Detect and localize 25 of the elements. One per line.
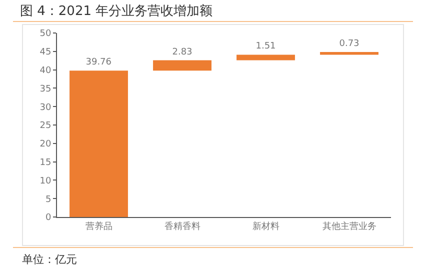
data-label: 0.73 xyxy=(339,39,360,50)
y-tick-label: 50 xyxy=(40,29,52,40)
y-tick-label: 10 xyxy=(40,176,52,186)
bar xyxy=(320,52,378,55)
text: 单位：亿元 xyxy=(22,252,77,267)
y-tick-label: 30 xyxy=(40,102,52,113)
y-tick-label: 40 xyxy=(40,66,52,76)
bar xyxy=(236,54,295,60)
y-tick-label: 35 xyxy=(40,84,52,94)
y-tick-label: 20 xyxy=(40,140,52,150)
x-tick-label: 营养品 xyxy=(85,220,112,232)
data-label: 39.76 xyxy=(86,58,112,68)
x-tick-label: 香精香料 xyxy=(164,220,200,232)
bar xyxy=(70,70,128,217)
y-tick-label: 0 xyxy=(45,213,52,224)
y-tick-label: 15 xyxy=(40,158,52,168)
y-tick-label: 5 xyxy=(45,194,52,205)
data-label: 1.51 xyxy=(256,42,276,52)
y-tick-label: 45 xyxy=(40,48,52,58)
data-label: 2.83 xyxy=(172,47,192,58)
x-tick-label: 新材料 xyxy=(252,220,280,232)
chart-title: 图 4：2021 年分业务营收增加额 xyxy=(20,3,213,20)
y-tick-label: 25 xyxy=(40,121,52,132)
bar xyxy=(153,60,212,71)
x-tick-label: 其他主营业务 xyxy=(322,220,376,232)
